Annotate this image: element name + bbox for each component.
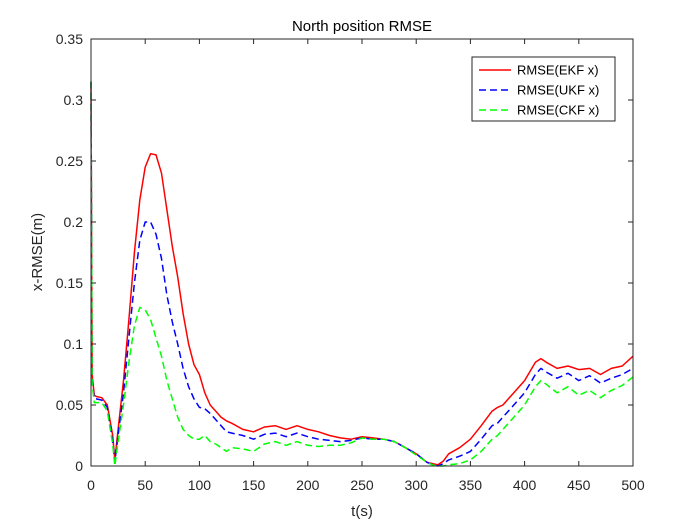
y-axis-ticks: 0 0.05 0.1 0.15 0.2 0.25 0.3 0.35 — [56, 31, 633, 474]
x-tick-label: 200 — [296, 477, 320, 493]
x-axis-label: t(s) — [351, 503, 373, 520]
legend-label-ukf: RMSE(UKF x) — [517, 83, 599, 98]
x-tick-label: 250 — [350, 477, 374, 493]
legend-label-ekf: RMSE(EKF x) — [517, 63, 599, 78]
series-line-rmse-ekf-x — [90, 81, 634, 466]
series-line-rmse-ckf-x — [90, 81, 634, 467]
legend: RMSE(EKF x) RMSE(UKF x) RMSE(CKF x) — [471, 56, 616, 122]
y-tick-label: 0 — [75, 458, 83, 474]
x-tick-label: 450 — [567, 477, 591, 493]
series-layer — [90, 81, 634, 467]
y-tick-label: 0.15 — [56, 275, 83, 291]
y-tick-label: 0.05 — [56, 397, 83, 413]
y-tick-label: 0.1 — [64, 336, 84, 352]
x-tick-label: 300 — [405, 477, 429, 493]
y-tick-label: 0.25 — [56, 153, 83, 169]
y-tick-label: 0.3 — [64, 92, 84, 108]
x-axis-ticks: 0 50 100 150 200 250 300 350 400 450 500 — [87, 39, 645, 493]
chart-title: North position RMSE — [292, 18, 432, 35]
y-axis-label: x-RMSE(m) — [29, 213, 46, 291]
x-tick-label: 500 — [621, 477, 645, 493]
x-tick-label: 0 — [87, 477, 95, 493]
y-tick-label: 0.35 — [56, 31, 83, 47]
x-tick-label: 150 — [242, 477, 266, 493]
x-tick-label: 100 — [188, 477, 212, 493]
x-tick-label: 50 — [137, 477, 153, 493]
legend-label-ckf: RMSE(CKF x) — [517, 103, 599, 118]
x-tick-label: 400 — [513, 477, 537, 493]
series-line-rmse-ukf-x — [90, 81, 634, 467]
y-tick-label: 0.2 — [64, 214, 84, 230]
x-tick-label: 350 — [459, 477, 483, 493]
